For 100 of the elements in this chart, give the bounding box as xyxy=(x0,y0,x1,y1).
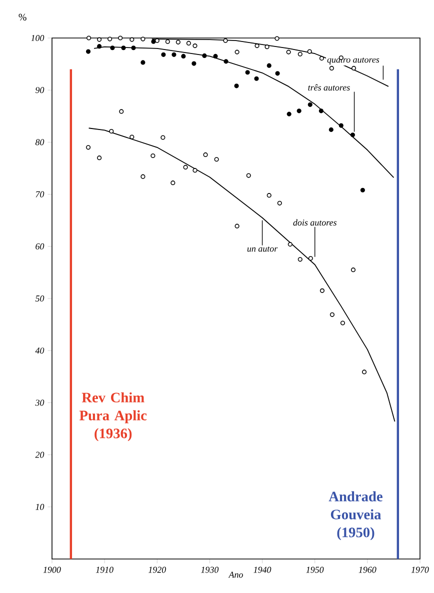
point xyxy=(234,224,240,228)
x-tick-label: 1970 xyxy=(411,566,429,573)
point xyxy=(234,50,240,54)
point xyxy=(274,36,280,41)
point xyxy=(108,36,112,42)
point xyxy=(254,76,259,81)
x-tick-label: 1950 xyxy=(306,566,324,573)
point xyxy=(266,193,272,198)
point xyxy=(202,53,207,58)
x-axis-title: Ano xyxy=(228,572,243,578)
point xyxy=(110,46,115,50)
point xyxy=(140,36,146,42)
point xyxy=(213,54,218,59)
point xyxy=(246,173,251,178)
point xyxy=(298,257,302,262)
y-tick-label: 20 xyxy=(35,452,44,458)
y-tick-label: 30 xyxy=(35,400,44,406)
x-tick-label: 1930 xyxy=(201,566,219,573)
point xyxy=(154,38,160,43)
point xyxy=(183,164,188,170)
point xyxy=(318,108,324,114)
point xyxy=(234,84,239,88)
point xyxy=(130,134,134,140)
point xyxy=(340,320,346,326)
y-tick-label: 40 xyxy=(35,348,44,354)
y-axis-title: % xyxy=(18,14,26,21)
point xyxy=(86,49,91,54)
x-tick-label: 1920 xyxy=(148,566,166,573)
y-tick-label: 50 xyxy=(35,295,44,302)
point xyxy=(140,174,146,179)
x-tick-label: 1910 xyxy=(96,566,114,573)
point xyxy=(131,46,136,50)
point xyxy=(298,52,302,56)
point xyxy=(109,128,114,134)
point xyxy=(170,180,176,186)
y-tick-label: 100 xyxy=(31,34,44,42)
y-tick-label: 70 xyxy=(36,191,44,198)
point xyxy=(360,188,365,192)
point xyxy=(286,112,292,116)
point xyxy=(121,46,126,50)
line-series xyxy=(94,46,394,178)
point xyxy=(266,63,272,68)
point xyxy=(130,37,134,42)
point xyxy=(362,370,367,374)
point xyxy=(223,38,228,43)
point xyxy=(307,49,312,54)
point xyxy=(328,127,334,132)
point xyxy=(308,256,313,261)
annotation: três autores xyxy=(308,84,350,91)
annotation: dois autores xyxy=(293,219,336,226)
point xyxy=(97,156,102,160)
point xyxy=(192,168,198,173)
point xyxy=(161,52,166,57)
point xyxy=(140,60,146,65)
point xyxy=(172,52,176,57)
x-tick-label: 1960 xyxy=(358,566,376,573)
point xyxy=(319,56,324,61)
point xyxy=(288,242,292,247)
point xyxy=(275,71,280,76)
point xyxy=(186,40,191,46)
point xyxy=(86,36,92,40)
point xyxy=(97,37,102,42)
y-tick-label: 80 xyxy=(35,139,44,146)
point xyxy=(277,200,282,206)
point xyxy=(160,135,166,140)
point xyxy=(165,39,170,44)
point xyxy=(203,152,208,157)
y-tick-label: 90 xyxy=(36,87,44,94)
point xyxy=(286,50,291,54)
y-tick-label: 10 xyxy=(36,504,44,510)
x-tick-label: 1940 xyxy=(254,566,272,573)
point xyxy=(350,268,356,272)
point xyxy=(181,54,186,59)
point xyxy=(192,61,196,66)
point xyxy=(350,132,355,138)
point xyxy=(351,66,356,71)
point xyxy=(151,39,156,44)
point xyxy=(224,59,228,64)
point xyxy=(330,312,334,317)
point xyxy=(119,109,124,114)
point xyxy=(176,40,180,44)
point xyxy=(97,44,102,49)
annotation: un autor xyxy=(247,246,278,252)
point xyxy=(296,108,302,114)
point xyxy=(254,44,260,48)
point xyxy=(245,70,250,75)
point xyxy=(320,288,325,293)
point xyxy=(338,123,344,128)
ref-line-label: Andrade Gouveia (1950) xyxy=(328,491,382,540)
point xyxy=(150,153,156,158)
point xyxy=(214,157,219,162)
point xyxy=(308,102,312,107)
ref-line-label: Rev Chim Pura Aplic (1936) xyxy=(79,392,147,442)
point xyxy=(264,44,270,50)
x-tick-label: 1900 xyxy=(43,566,61,573)
y-tick-label: 60 xyxy=(36,243,44,250)
point xyxy=(118,36,123,40)
point xyxy=(86,145,91,150)
point xyxy=(192,44,198,48)
point xyxy=(329,66,334,71)
